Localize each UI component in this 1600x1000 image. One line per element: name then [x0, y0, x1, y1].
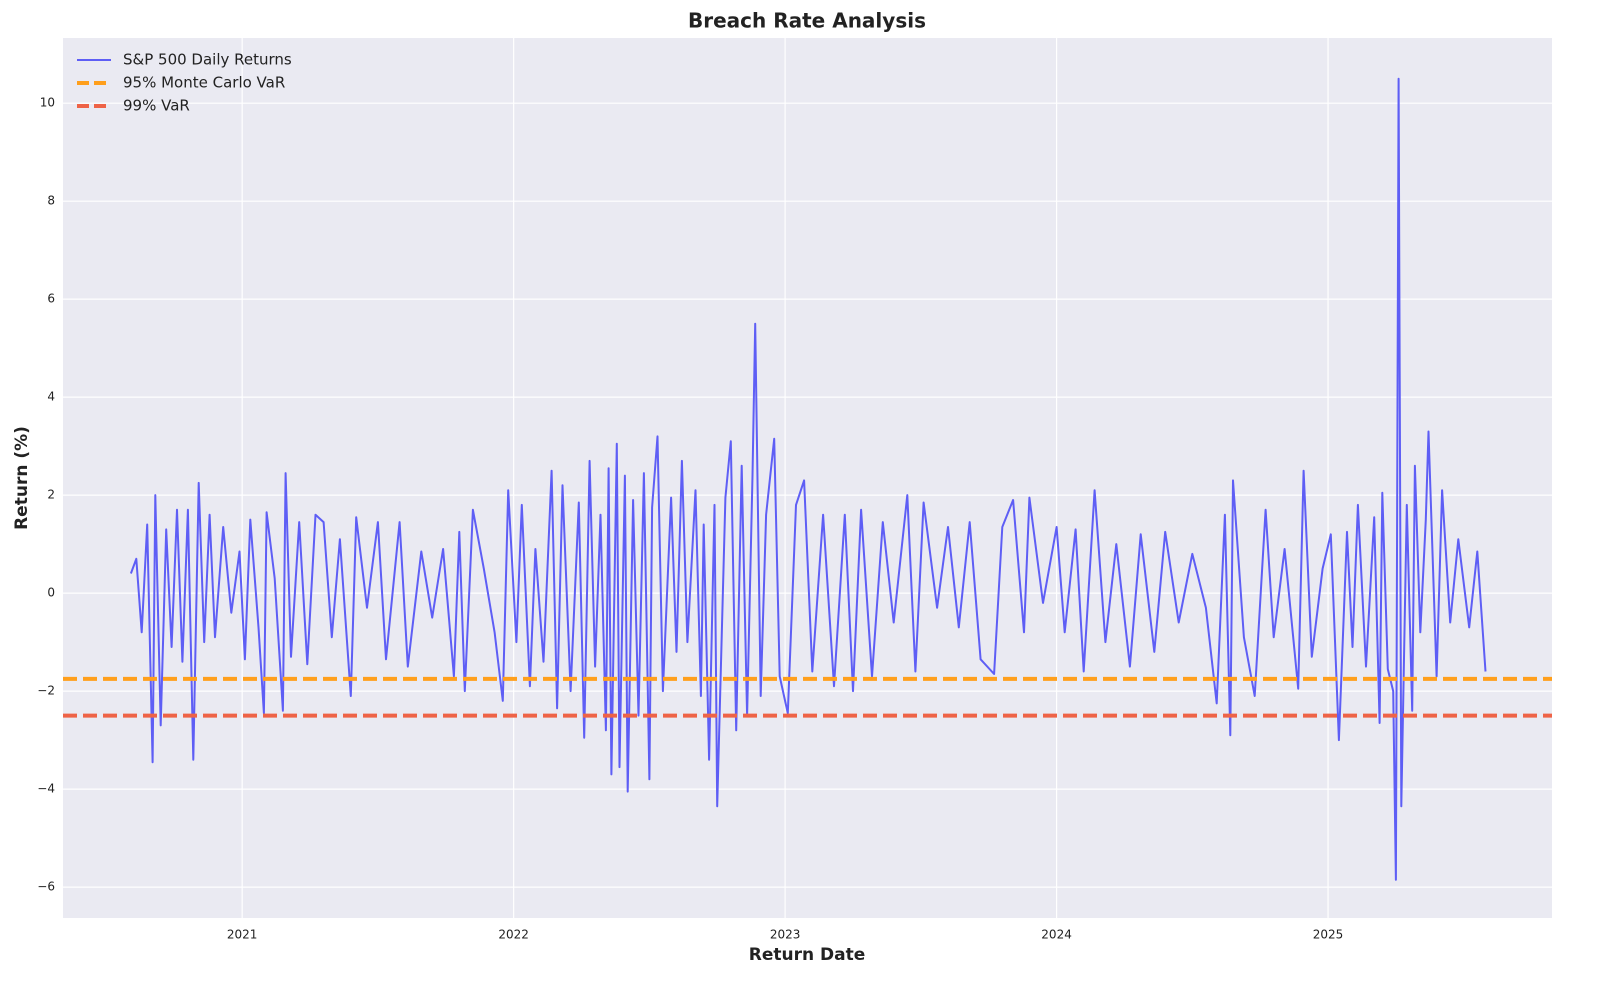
- x-tick-label: 2022: [498, 928, 529, 942]
- y-tick-label: 4: [47, 390, 55, 404]
- x-tick-label: 2021: [227, 928, 258, 942]
- x-tick-label: 2023: [770, 928, 801, 942]
- y-tick-label: 2: [47, 488, 55, 502]
- legend-label: 95% Monte Carlo VaR: [123, 74, 285, 92]
- x-axis-label: Return Date: [749, 945, 866, 965]
- y-axis-label: Return (%): [12, 426, 32, 530]
- y-tick-label: −6: [37, 880, 55, 894]
- y-tick-label: 0: [47, 586, 55, 600]
- series-line: [129, 77, 1487, 881]
- y-tick-label: 8: [47, 194, 55, 208]
- x-tick-label: 2025: [1313, 928, 1344, 942]
- y-tick-label: 6: [47, 292, 55, 306]
- chart-title: Breach Rate Analysis: [688, 9, 926, 33]
- y-tick-label: −4: [37, 782, 55, 796]
- legend-label: S&P 500 Daily Returns: [123, 51, 292, 69]
- legend-label: 99% VaR: [123, 97, 190, 115]
- x-tick-label: 2024: [1041, 928, 1072, 942]
- y-tick-label: 10: [40, 96, 55, 110]
- y-tick-label: −2: [37, 684, 55, 698]
